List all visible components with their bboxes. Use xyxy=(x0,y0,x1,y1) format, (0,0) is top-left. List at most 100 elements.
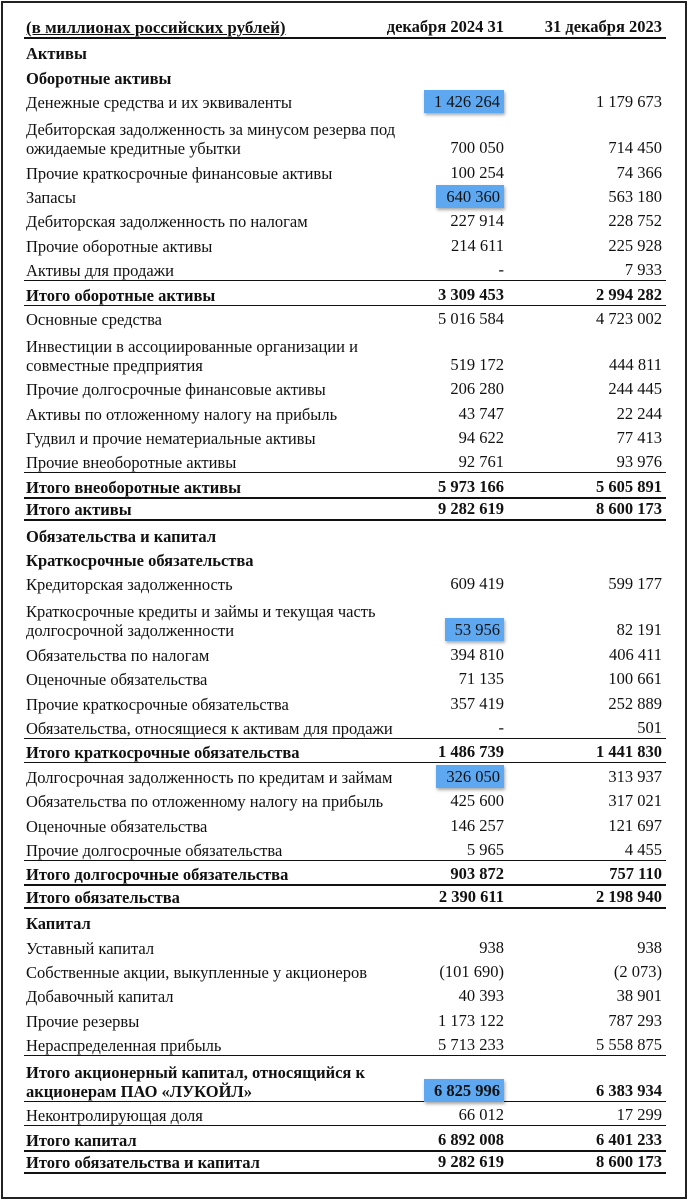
row-label: Нераспределенная прибыль xyxy=(26,1036,222,1056)
table-row: Долгосрочная задолженность по кредитам и… xyxy=(24,762,666,788)
value-text: 444 811 xyxy=(608,354,662,374)
value-2024: 640 360 xyxy=(421,184,506,208)
highlighted-value: 640 360 xyxy=(436,184,504,208)
row-label: Инвестиции в ассоциированные организации… xyxy=(26,336,358,375)
value-text: 757 110 xyxy=(609,864,662,884)
value-text: 146 257 xyxy=(450,815,504,835)
value-text: 66 012 xyxy=(458,1105,504,1125)
value-2023: 787 293 xyxy=(506,1011,666,1031)
value-text: 100 661 xyxy=(608,669,662,689)
value-2023: 714 450 xyxy=(506,138,666,158)
value-2024: 1 426 264 xyxy=(421,90,506,114)
value-2024: 53 956 xyxy=(421,618,506,642)
row-label: Обязательства по отложенному налогу на п… xyxy=(26,792,384,812)
table-row: Активы для продажи - 7 933 xyxy=(24,256,666,280)
row-label: Прочие резервы xyxy=(26,1011,140,1031)
value-2023: 93 976 xyxy=(506,452,666,472)
row-label: Активы xyxy=(26,44,87,64)
value-text: 714 450 xyxy=(608,138,662,158)
table-row: Дебиторская задолженность за минусом рез… xyxy=(24,112,666,158)
row-label: Краткосрочные обязательства xyxy=(26,551,254,571)
value-2024: 357 419 xyxy=(421,694,506,714)
value-text: 8 600 173 xyxy=(596,1152,662,1172)
value-2023: 599 177 xyxy=(506,574,666,594)
row-label: Запасы xyxy=(26,187,76,207)
table-row: Собственные акции, выкупленные у акционе… xyxy=(24,958,666,982)
total-row: Итого оборотные активы 3 309 453 2 994 282 xyxy=(24,280,666,305)
value-2023: 5 605 891 xyxy=(506,477,666,497)
table-row: Прочие долгосрочные финансовые активы 206… xyxy=(24,375,666,399)
table-row: Нераспределенная прибыль 5 713 233 5 558 8… xyxy=(24,1031,666,1055)
value-text: 94 622 xyxy=(458,428,504,448)
row-label: Оценочные обязательства xyxy=(26,816,208,836)
section-heading: Оборотные активы xyxy=(24,63,666,88)
value-2023: 228 752 xyxy=(506,211,666,231)
table-row: Денежные средства и их эквиваленты 1 426 … xyxy=(24,88,666,114)
table-row: Уставный капитал 938 938 xyxy=(24,933,666,958)
value-text: 252 889 xyxy=(608,693,662,713)
row-label: Основные средства xyxy=(26,309,162,329)
value-2024: 938 xyxy=(421,938,506,958)
value-text: - xyxy=(498,260,505,280)
value-text: 77 413 xyxy=(616,428,662,448)
value-2024: 9 282 619 xyxy=(421,1152,506,1172)
table-row: Гудвил и прочие нематериальные активы 94 … xyxy=(24,424,666,448)
row-label: Собственные акции, выкупленные у акционе… xyxy=(26,962,368,982)
highlighted-value: 6 825 996 xyxy=(424,1079,504,1103)
value-2024: 9 282 619 xyxy=(421,499,506,519)
value-2024: 5 973 166 xyxy=(421,477,506,497)
value-2023: 1 179 673 xyxy=(506,92,666,112)
value-2024: 700 050 xyxy=(421,138,506,158)
row-label: Итого капитал xyxy=(26,1130,137,1150)
value-2024: 609 419 xyxy=(421,574,506,594)
value-2024: - xyxy=(421,260,506,280)
value-text: 700 050 xyxy=(450,138,504,158)
column-2024-header: 31 декабря 2024 xyxy=(386,17,504,36)
total-row: Итого обязательства и капитал 9 282 619 8 … xyxy=(24,1149,666,1175)
value-2024: 43 747 xyxy=(421,404,506,424)
value-2023: 757 110 xyxy=(506,864,666,884)
row-label: Итого оборотные активы xyxy=(26,285,216,305)
value-2024: 903 872 xyxy=(421,864,506,884)
table-row: Прочие краткосрочные финансовые активы 10… xyxy=(24,158,666,183)
row-label: Итого внеоборотные активы xyxy=(26,477,242,497)
table-row: Инвестиции в ассоциированные организации… xyxy=(24,329,666,375)
total-row: Итого активы 9 282 619 8 600 173 xyxy=(24,496,666,522)
row-label: Итого обязательства xyxy=(26,887,180,907)
row-label: Оборотные активы xyxy=(26,68,172,88)
row-label: Обязательства по налогам xyxy=(26,645,210,665)
units-label: (в миллионах российских рублей) xyxy=(26,18,286,37)
value-2024: 5 713 233 xyxy=(421,1035,506,1055)
value-text: 519 172 xyxy=(450,354,504,374)
value-2023: 313 937 xyxy=(506,767,666,787)
value-2024: 1 486 739 xyxy=(421,742,506,762)
table-row: Добавочный капитал 40 393 38 901 xyxy=(24,982,666,1006)
value-text: 9 282 619 xyxy=(438,1152,504,1172)
value-2024: 66 012 xyxy=(421,1105,506,1125)
value-2023: 17 299 xyxy=(506,1105,666,1125)
value-text: 2 198 940 xyxy=(596,886,662,906)
row-label: Долгосрочная задолженность по кредитам и… xyxy=(26,767,393,787)
value-text: 1 179 673 xyxy=(596,92,662,112)
value-text: 394 810 xyxy=(450,644,504,664)
row-label: Прочие долгосрочные обязательства xyxy=(26,840,283,860)
total-row: Итого долгосрочные обязательства 903 872 7… xyxy=(24,859,666,884)
value-2023: 938 xyxy=(506,938,666,958)
value-2023: 4 455 xyxy=(506,840,666,860)
value-2023: 252 889 xyxy=(506,694,666,714)
value-text: - xyxy=(498,717,505,737)
value-2024: 6 825 996 xyxy=(421,1079,506,1103)
value-2024: 5 965 xyxy=(421,840,506,860)
value-text: 40 393 xyxy=(458,986,504,1006)
value-text: 938 xyxy=(479,937,504,957)
row-label: Прочие оборотные активы xyxy=(26,236,213,256)
section-heading: Обязательства и капитал xyxy=(24,521,666,546)
value-2023: 100 661 xyxy=(506,669,666,689)
value-2024 xyxy=(421,932,506,933)
table-row: Оценочные обязательства 146 257 121 697 xyxy=(24,811,666,836)
value-2024: 100 254 xyxy=(421,163,506,183)
value-text: 2 994 282 xyxy=(596,284,662,304)
section-heading: Активы xyxy=(24,39,666,63)
value-2023 xyxy=(506,569,666,570)
table-row: Основные средства 5 016 584 4 723 002 xyxy=(24,304,666,329)
